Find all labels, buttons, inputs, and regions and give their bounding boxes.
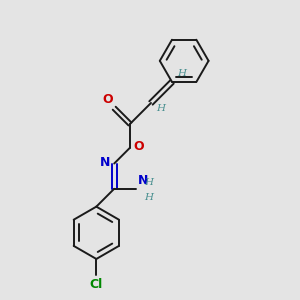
Text: H: H <box>156 104 165 113</box>
Text: O: O <box>102 93 113 106</box>
Text: Cl: Cl <box>90 278 103 291</box>
Text: O: O <box>134 140 144 153</box>
Text: H: H <box>177 69 186 78</box>
Text: H: H <box>144 193 153 202</box>
Text: H: H <box>144 178 153 187</box>
Text: N: N <box>138 174 148 187</box>
Text: N: N <box>100 156 111 169</box>
